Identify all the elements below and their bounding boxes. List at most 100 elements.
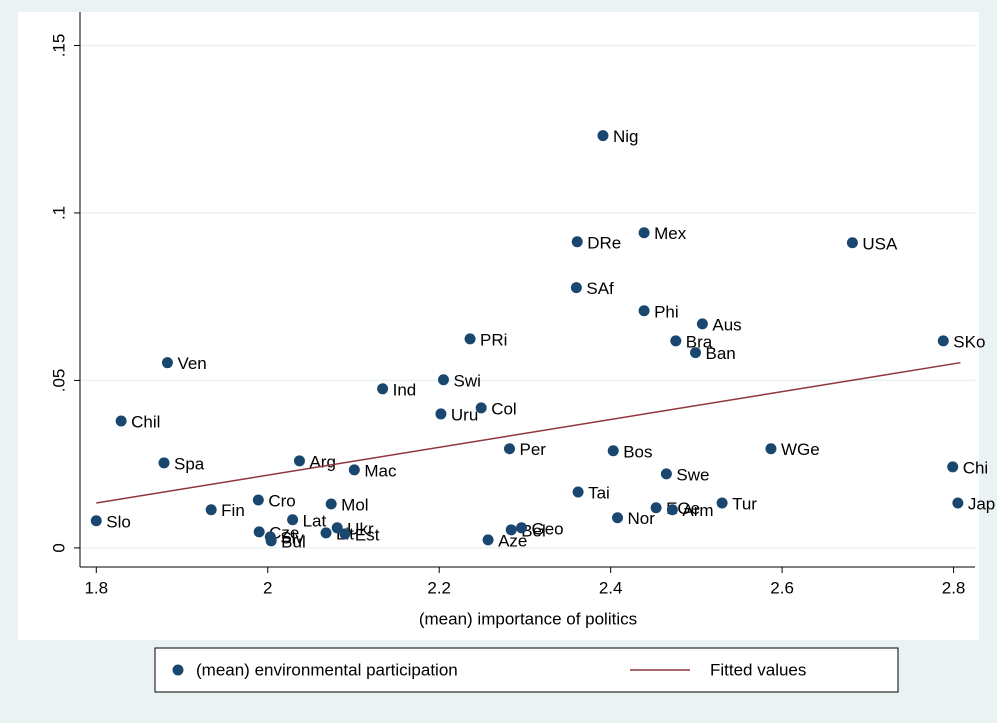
point-label: DRe xyxy=(587,233,621,252)
point-label: Chil xyxy=(131,412,160,431)
point-label: Uru xyxy=(451,405,478,424)
point-label: Per xyxy=(519,440,546,459)
point xyxy=(765,443,777,455)
point-label: Geo xyxy=(531,519,563,538)
point xyxy=(161,357,173,369)
y-tick-label: .15 xyxy=(49,34,68,58)
point-label: Swe xyxy=(676,465,709,484)
point-label: Fin xyxy=(221,501,245,520)
point xyxy=(660,468,672,480)
point-label: WGe xyxy=(781,440,820,459)
x-tick-label: 2.8 xyxy=(942,578,966,597)
point-label: USA xyxy=(862,234,898,253)
point-label: SKo xyxy=(953,332,985,351)
point xyxy=(716,497,728,509)
point xyxy=(348,464,360,476)
x-axis-title: (mean) importance of politics xyxy=(419,609,637,628)
point-label: Phi xyxy=(654,302,679,321)
point xyxy=(115,415,127,427)
y-tick-label: 0 xyxy=(49,543,68,552)
point-label: Nor xyxy=(628,509,656,528)
point xyxy=(90,515,102,527)
point-label: Aus xyxy=(712,315,741,334)
point-label: Tur xyxy=(732,495,757,514)
point xyxy=(505,524,517,536)
point-label: Bos xyxy=(623,442,652,461)
point xyxy=(515,522,527,534)
point xyxy=(339,528,351,540)
point xyxy=(666,504,678,516)
legend-marker xyxy=(172,664,184,676)
point xyxy=(252,494,264,506)
point xyxy=(482,534,494,546)
point xyxy=(435,408,447,420)
point-label: Lat xyxy=(303,511,327,530)
point-label: Aze xyxy=(498,531,527,550)
point-label: Ind xyxy=(393,380,417,399)
point-label: Bel xyxy=(521,521,546,540)
point xyxy=(690,347,702,359)
point xyxy=(464,333,476,345)
point-label: Slo xyxy=(106,512,131,531)
point-label: Bra xyxy=(686,332,713,351)
point xyxy=(325,498,337,510)
point-label: Mex xyxy=(654,224,687,243)
point-label: Mol xyxy=(341,496,368,515)
point-label: SAf xyxy=(586,279,614,298)
point xyxy=(952,497,964,509)
point xyxy=(287,514,299,526)
x-tick-label: 1.8 xyxy=(84,578,108,597)
point-label: Ven xyxy=(177,354,206,373)
point xyxy=(638,227,650,239)
point xyxy=(571,236,583,248)
x-tick-label: 2.4 xyxy=(599,578,623,597)
point xyxy=(607,445,619,457)
point xyxy=(331,522,343,534)
x-tick-label: 2 xyxy=(263,578,272,597)
x-tick-label: 2.6 xyxy=(770,578,794,597)
point xyxy=(638,305,650,317)
point xyxy=(947,461,959,473)
point xyxy=(320,527,332,539)
point-label: Est xyxy=(355,525,380,544)
legend-label: (mean) environmental participation xyxy=(196,660,458,679)
y-tick-label: .05 xyxy=(49,369,68,393)
legend-box xyxy=(154,647,899,693)
point-label: Ukr xyxy=(347,519,374,538)
legend-label: Fitted values xyxy=(710,660,806,679)
point xyxy=(205,504,217,516)
point xyxy=(265,535,277,547)
point-label: Mac xyxy=(364,461,397,480)
point xyxy=(158,457,170,469)
point-label: Bul xyxy=(281,532,306,551)
point-label: Tai xyxy=(588,483,610,502)
point-label: Swi xyxy=(453,371,480,390)
point xyxy=(475,402,487,414)
x-tick-label: 2.2 xyxy=(427,578,451,597)
point xyxy=(572,486,584,498)
point xyxy=(846,237,858,249)
point xyxy=(293,455,305,467)
point-label: Chi xyxy=(963,458,989,477)
fit-line xyxy=(96,361,961,504)
point-label: PRi xyxy=(480,330,507,349)
point xyxy=(670,335,682,347)
point xyxy=(937,335,949,347)
point-label: Ban xyxy=(706,344,736,363)
point xyxy=(377,383,389,395)
point-label: Spa xyxy=(174,454,205,473)
point-label: Cze xyxy=(269,523,299,542)
point xyxy=(570,282,582,294)
point-label: Nig xyxy=(613,127,639,146)
point xyxy=(597,130,609,142)
point-label: Arg xyxy=(309,452,335,471)
point xyxy=(612,512,624,524)
y-tick-label: .1 xyxy=(49,206,68,220)
point-label: Slv xyxy=(280,528,304,547)
point xyxy=(253,526,265,538)
point-label: Cro xyxy=(268,491,295,510)
plot-background xyxy=(18,12,979,640)
point xyxy=(503,443,515,455)
point-label: Arm xyxy=(682,501,713,520)
